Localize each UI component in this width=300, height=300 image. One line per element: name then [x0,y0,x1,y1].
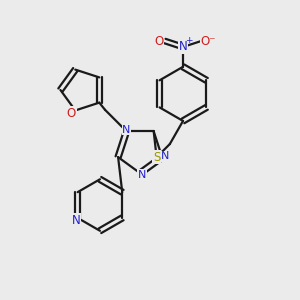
Text: +: + [185,36,192,45]
Text: N: N [72,214,80,227]
Text: N: N [178,40,188,53]
Text: N: N [161,152,170,161]
Text: S: S [153,151,160,164]
Text: O⁻: O⁻ [201,34,216,47]
Text: O: O [154,34,164,47]
Text: N: N [138,170,146,180]
Text: O: O [67,106,76,120]
Text: N: N [122,124,131,135]
